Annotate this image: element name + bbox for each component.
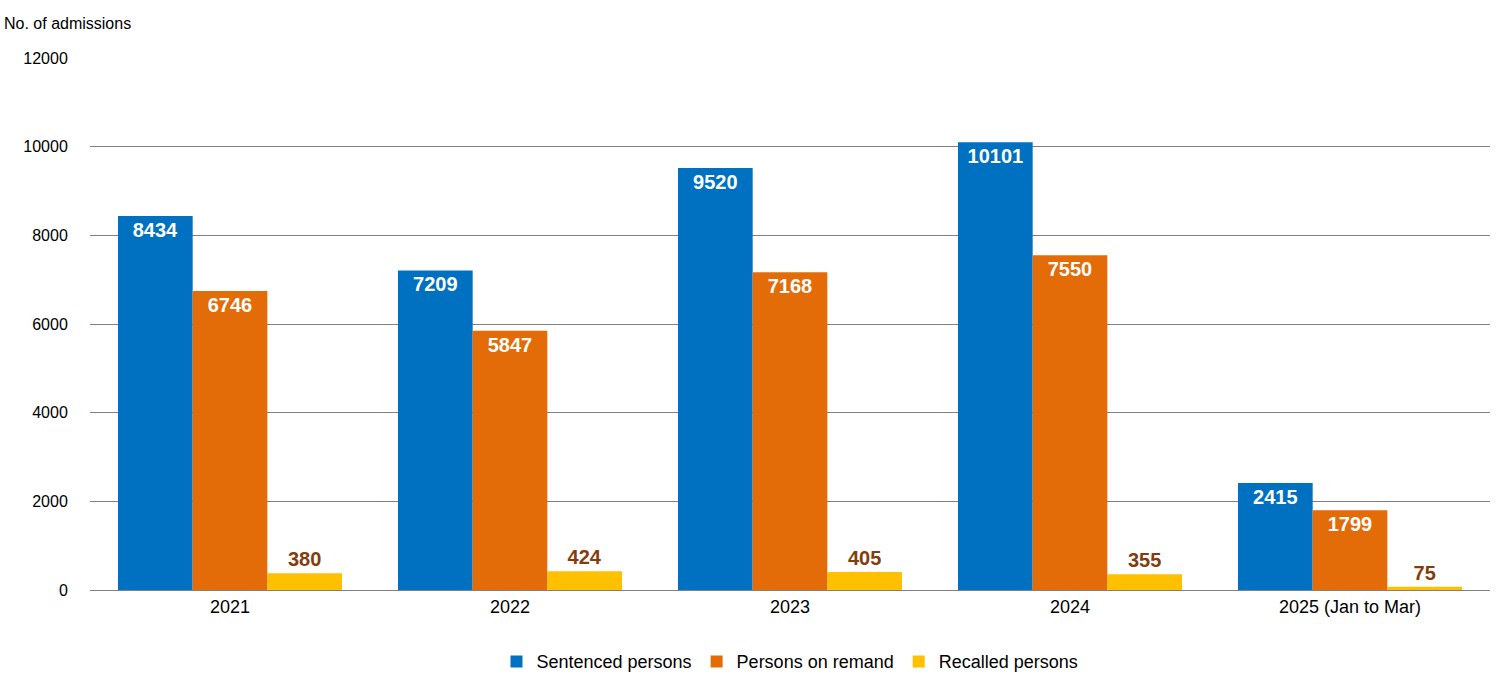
svg-text:Recalled persons: Recalled persons (939, 652, 1078, 672)
svg-text:75: 75 (1414, 562, 1436, 584)
svg-text:2023: 2023 (770, 597, 810, 617)
svg-text:2022: 2022 (490, 597, 530, 617)
svg-text:0: 0 (59, 582, 68, 599)
svg-text:6000: 6000 (32, 316, 68, 333)
svg-text:Sentenced persons: Sentenced persons (537, 652, 692, 672)
svg-text:10000: 10000 (23, 138, 68, 155)
svg-text:2025 (Jan to Mar): 2025 (Jan to Mar) (1279, 597, 1421, 617)
svg-text:355: 355 (1128, 549, 1161, 571)
svg-text:12000: 12000 (23, 50, 68, 67)
svg-text:405: 405 (848, 547, 881, 569)
svg-text:No. of admissions: No. of admissions (4, 15, 131, 32)
svg-text:1799: 1799 (1328, 513, 1373, 535)
svg-text:2021: 2021 (210, 597, 250, 617)
svg-text:8000: 8000 (32, 227, 68, 244)
svg-text:10101: 10101 (968, 145, 1024, 167)
svg-text:2000: 2000 (32, 493, 68, 510)
svg-text:7168: 7168 (768, 275, 813, 297)
svg-text:Persons on remand: Persons on remand (737, 652, 894, 672)
svg-text:380: 380 (288, 548, 321, 570)
svg-text:424: 424 (568, 546, 602, 568)
svg-text:7209: 7209 (413, 273, 458, 295)
svg-text:2415: 2415 (1253, 486, 1298, 508)
svg-text:9520: 9520 (693, 171, 738, 193)
svg-text:2024: 2024 (1050, 597, 1090, 617)
svg-text:7550: 7550 (1048, 258, 1093, 280)
svg-text:4000: 4000 (32, 404, 68, 421)
svg-text:5847: 5847 (488, 334, 533, 356)
svg-text:6746: 6746 (208, 294, 253, 316)
svg-text:8434: 8434 (133, 219, 178, 241)
